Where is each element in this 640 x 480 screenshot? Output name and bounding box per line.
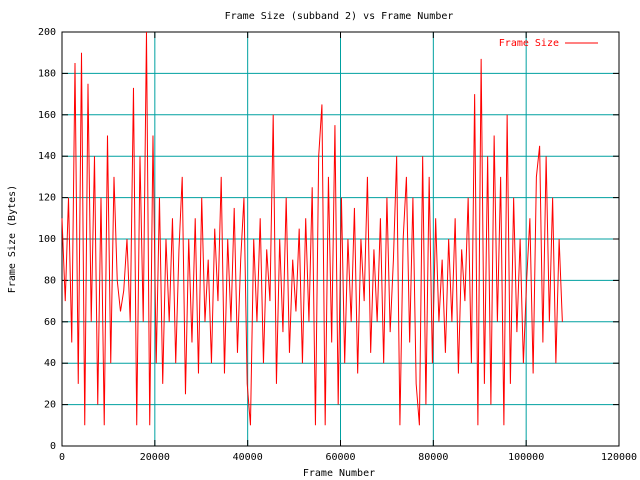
y-tick-label: 120 xyxy=(38,193,56,204)
x-tick-label: 40000 xyxy=(233,452,263,463)
y-axis-label: Frame Size (Bytes) xyxy=(7,185,18,293)
x-tick-label: 80000 xyxy=(418,452,448,463)
y-tick-label: 80 xyxy=(44,275,56,286)
y-tick-label: 0 xyxy=(50,441,56,452)
y-tick-label: 60 xyxy=(44,317,56,328)
y-tick-label: 200 xyxy=(38,27,56,38)
legend-label: Frame Size xyxy=(499,38,559,49)
chart-title: Frame Size (subband 2) vs Frame Number xyxy=(225,11,454,22)
y-tick-label: 100 xyxy=(38,234,56,245)
data-line xyxy=(61,31,563,426)
y-tick-label: 160 xyxy=(38,110,56,121)
x-axis-label: Frame Number xyxy=(303,468,375,479)
y-tick-label: 20 xyxy=(44,400,56,411)
x-tick-label: 20000 xyxy=(140,452,170,463)
x-tick-label: 60000 xyxy=(325,452,355,463)
x-tick-label: 0 xyxy=(59,452,65,463)
y-tick-label: 140 xyxy=(38,151,56,162)
x-tick-label: 120000 xyxy=(601,452,637,463)
x-tick-label: 100000 xyxy=(508,452,544,463)
y-tick-label: 180 xyxy=(38,68,56,79)
plot-frame xyxy=(61,31,620,447)
y-tick-label: 40 xyxy=(44,358,56,369)
